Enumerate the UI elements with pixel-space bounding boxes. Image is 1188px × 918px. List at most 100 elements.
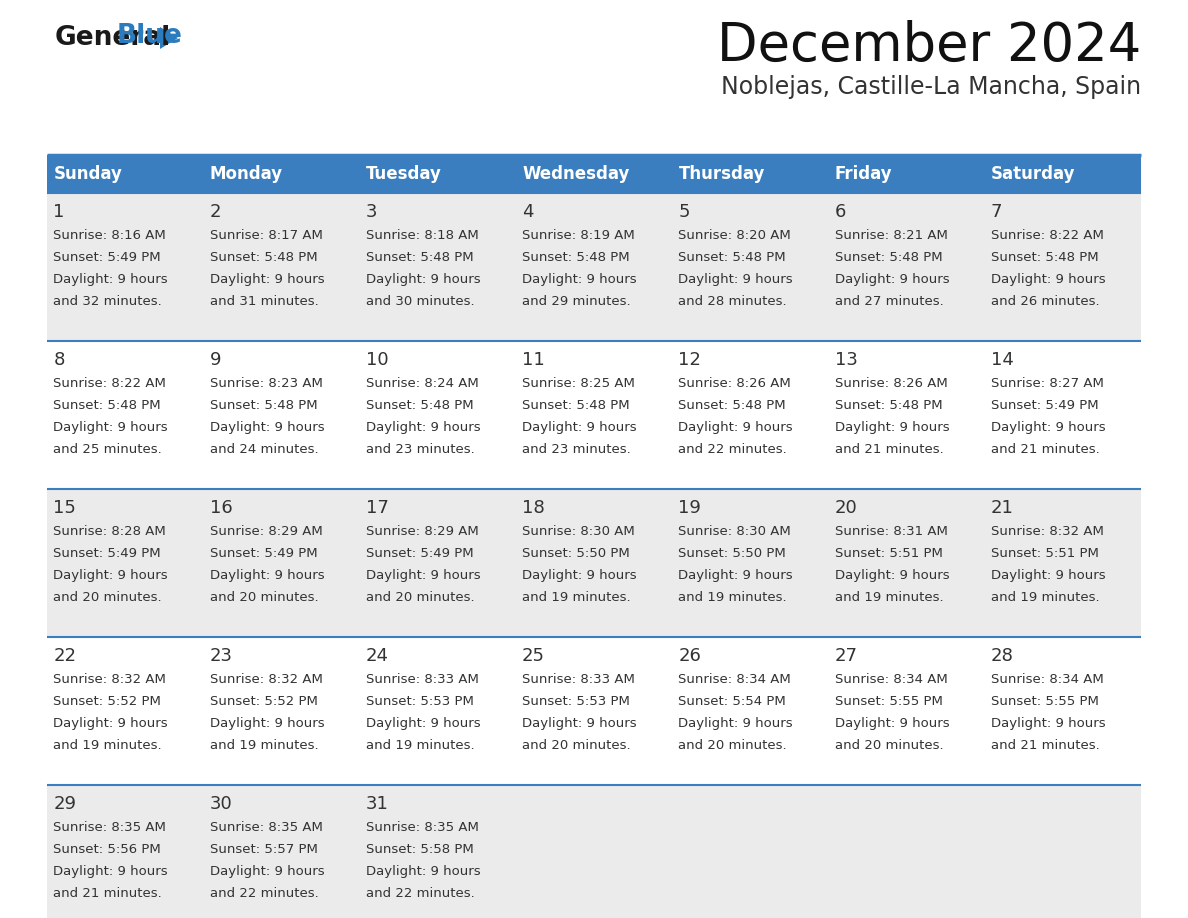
Text: Sunrise: 8:22 AM: Sunrise: 8:22 AM	[53, 377, 166, 390]
Bar	[516, 489, 672, 637]
Text: Sunrise: 8:35 AM: Sunrise: 8:35 AM	[209, 821, 322, 834]
Text: Daylight: 9 hours: Daylight: 9 hours	[53, 421, 168, 434]
Text: Blue: Blue	[116, 23, 183, 49]
Text: and 23 minutes.: and 23 minutes.	[366, 443, 474, 456]
Text: Daylight: 9 hours: Daylight: 9 hours	[522, 273, 637, 286]
Text: and 25 minutes.: and 25 minutes.	[53, 443, 162, 456]
Text: Daylight: 9 hours: Daylight: 9 hours	[835, 569, 949, 582]
Text: 29: 29	[53, 795, 76, 813]
Text: and 21 minutes.: and 21 minutes.	[991, 739, 1100, 752]
Text: 30: 30	[209, 795, 233, 813]
Text: Sunrise: 8:18 AM: Sunrise: 8:18 AM	[366, 229, 479, 242]
Text: and 24 minutes.: and 24 minutes.	[209, 443, 318, 456]
Text: Sunset: 5:48 PM: Sunset: 5:48 PM	[209, 399, 317, 412]
Text: and 19 minutes.: and 19 minutes.	[991, 591, 1100, 604]
Text: Sunset: 5:55 PM: Sunset: 5:55 PM	[835, 695, 942, 708]
Text: Daylight: 9 hours: Daylight: 9 hours	[522, 717, 637, 730]
Text: 11: 11	[522, 351, 545, 369]
Text: and 20 minutes.: and 20 minutes.	[835, 739, 943, 752]
Text: 31: 31	[366, 795, 388, 813]
Text: Sunrise: 8:32 AM: Sunrise: 8:32 AM	[991, 525, 1104, 538]
Text: Daylight: 9 hours: Daylight: 9 hours	[209, 569, 324, 582]
Text: Daylight: 9 hours: Daylight: 9 hours	[991, 569, 1106, 582]
Text: 15: 15	[53, 499, 76, 517]
Text: Daylight: 9 hours: Daylight: 9 hours	[366, 273, 480, 286]
Text: Daylight: 9 hours: Daylight: 9 hours	[678, 717, 794, 730]
Bar	[203, 341, 360, 489]
Text: and 27 minutes.: and 27 minutes.	[835, 295, 943, 308]
Text: 26: 26	[678, 647, 701, 665]
Text: Daylight: 9 hours: Daylight: 9 hours	[209, 273, 324, 286]
Text: 23: 23	[209, 647, 233, 665]
Bar	[672, 341, 828, 489]
Text: 24: 24	[366, 647, 388, 665]
Text: 25: 25	[522, 647, 545, 665]
Bar	[985, 193, 1140, 341]
Text: and 20 minutes.: and 20 minutes.	[366, 591, 474, 604]
Text: Sunset: 5:48 PM: Sunset: 5:48 PM	[53, 399, 160, 412]
Text: Sunset: 5:48 PM: Sunset: 5:48 PM	[366, 399, 474, 412]
Text: Daylight: 9 hours: Daylight: 9 hours	[678, 273, 794, 286]
Text: 12: 12	[678, 351, 701, 369]
Text: 9: 9	[209, 351, 221, 369]
Text: Daylight: 9 hours: Daylight: 9 hours	[53, 273, 168, 286]
Text: Sunset: 5:53 PM: Sunset: 5:53 PM	[522, 695, 630, 708]
Text: Sunrise: 8:27 AM: Sunrise: 8:27 AM	[991, 377, 1104, 390]
Text: General: General	[55, 25, 171, 51]
Text: Daylight: 9 hours: Daylight: 9 hours	[991, 273, 1106, 286]
Bar	[203, 489, 360, 637]
Text: Sunset: 5:48 PM: Sunset: 5:48 PM	[678, 399, 786, 412]
Text: Sunday: Sunday	[53, 165, 122, 183]
Text: Sunset: 5:48 PM: Sunset: 5:48 PM	[366, 251, 474, 264]
Bar	[360, 637, 516, 785]
Bar	[828, 193, 985, 341]
Bar	[516, 637, 672, 785]
Bar	[203, 785, 360, 918]
Text: and 19 minutes.: and 19 minutes.	[678, 591, 786, 604]
Bar	[360, 341, 516, 489]
Text: Sunrise: 8:33 AM: Sunrise: 8:33 AM	[522, 673, 634, 686]
Text: and 21 minutes.: and 21 minutes.	[835, 443, 943, 456]
Text: Daylight: 9 hours: Daylight: 9 hours	[209, 865, 324, 878]
Text: Daylight: 9 hours: Daylight: 9 hours	[991, 717, 1106, 730]
Bar	[985, 341, 1140, 489]
Text: and 19 minutes.: and 19 minutes.	[53, 739, 162, 752]
Text: Daylight: 9 hours: Daylight: 9 hours	[522, 421, 637, 434]
Text: and 32 minutes.: and 32 minutes.	[53, 295, 162, 308]
Bar	[828, 341, 985, 489]
Text: and 21 minutes.: and 21 minutes.	[53, 887, 162, 900]
Text: Sunrise: 8:19 AM: Sunrise: 8:19 AM	[522, 229, 634, 242]
Bar	[516, 341, 672, 489]
Text: 21: 21	[991, 499, 1013, 517]
Bar	[828, 155, 985, 193]
Text: Sunset: 5:54 PM: Sunset: 5:54 PM	[678, 695, 786, 708]
Text: Sunrise: 8:28 AM: Sunrise: 8:28 AM	[53, 525, 166, 538]
Text: and 20 minutes.: and 20 minutes.	[53, 591, 162, 604]
Text: Friday: Friday	[835, 165, 892, 183]
Text: Daylight: 9 hours: Daylight: 9 hours	[678, 569, 794, 582]
Text: Sunrise: 8:32 AM: Sunrise: 8:32 AM	[53, 673, 166, 686]
Text: Sunrise: 8:22 AM: Sunrise: 8:22 AM	[991, 229, 1104, 242]
Text: and 20 minutes.: and 20 minutes.	[522, 739, 631, 752]
Text: Daylight: 9 hours: Daylight: 9 hours	[991, 421, 1106, 434]
Text: and 19 minutes.: and 19 minutes.	[366, 739, 474, 752]
Text: Sunrise: 8:26 AM: Sunrise: 8:26 AM	[835, 377, 947, 390]
Text: 18: 18	[522, 499, 545, 517]
Text: Sunrise: 8:26 AM: Sunrise: 8:26 AM	[678, 377, 791, 390]
Text: Sunset: 5:52 PM: Sunset: 5:52 PM	[209, 695, 317, 708]
Text: Sunset: 5:49 PM: Sunset: 5:49 PM	[53, 547, 160, 560]
Text: 22: 22	[53, 647, 76, 665]
Text: 2: 2	[209, 203, 221, 221]
Text: Sunset: 5:48 PM: Sunset: 5:48 PM	[522, 399, 630, 412]
Text: and 22 minutes.: and 22 minutes.	[678, 443, 788, 456]
Text: Sunrise: 8:30 AM: Sunrise: 8:30 AM	[678, 525, 791, 538]
Text: 4: 4	[522, 203, 533, 221]
Text: Daylight: 9 hours: Daylight: 9 hours	[53, 569, 168, 582]
Text: Daylight: 9 hours: Daylight: 9 hours	[209, 717, 324, 730]
Text: Sunrise: 8:34 AM: Sunrise: 8:34 AM	[835, 673, 947, 686]
Text: Sunset: 5:48 PM: Sunset: 5:48 PM	[678, 251, 786, 264]
Bar	[360, 785, 516, 918]
Text: Sunset: 5:51 PM: Sunset: 5:51 PM	[991, 547, 1099, 560]
Text: and 19 minutes.: and 19 minutes.	[209, 739, 318, 752]
Bar	[48, 785, 203, 918]
